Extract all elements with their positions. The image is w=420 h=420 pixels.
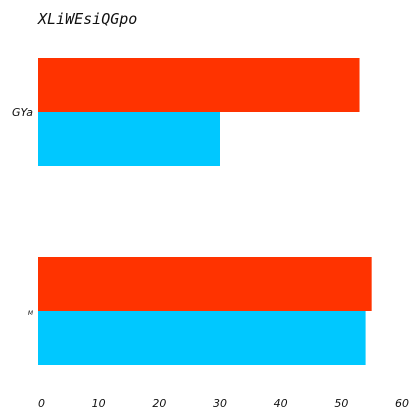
bar-m-series-1 [38, 257, 372, 311]
x-tick-label: 0 [38, 397, 45, 410]
x-tick-labels: 0 10 20 30 40 50 60 [38, 397, 409, 410]
bars-group [38, 58, 372, 365]
category-label: M [28, 310, 34, 317]
x-tick-label: 50 [334, 397, 348, 410]
chart-title: XLiWEsiQGpo [37, 10, 137, 28]
category-label: GYa [12, 106, 33, 119]
bar-m-series-2 [38, 311, 366, 365]
x-tick-label: 20 [152, 397, 166, 410]
bar-gya-series-2 [38, 112, 220, 166]
x-tick-label: 30 [213, 397, 227, 410]
x-tick-label: 10 [92, 397, 106, 410]
bar-gya-series-1 [38, 58, 360, 112]
x-tick-label: 60 [395, 397, 409, 410]
category-labels: GYa M [12, 106, 34, 317]
x-tick-label: 40 [274, 397, 288, 410]
